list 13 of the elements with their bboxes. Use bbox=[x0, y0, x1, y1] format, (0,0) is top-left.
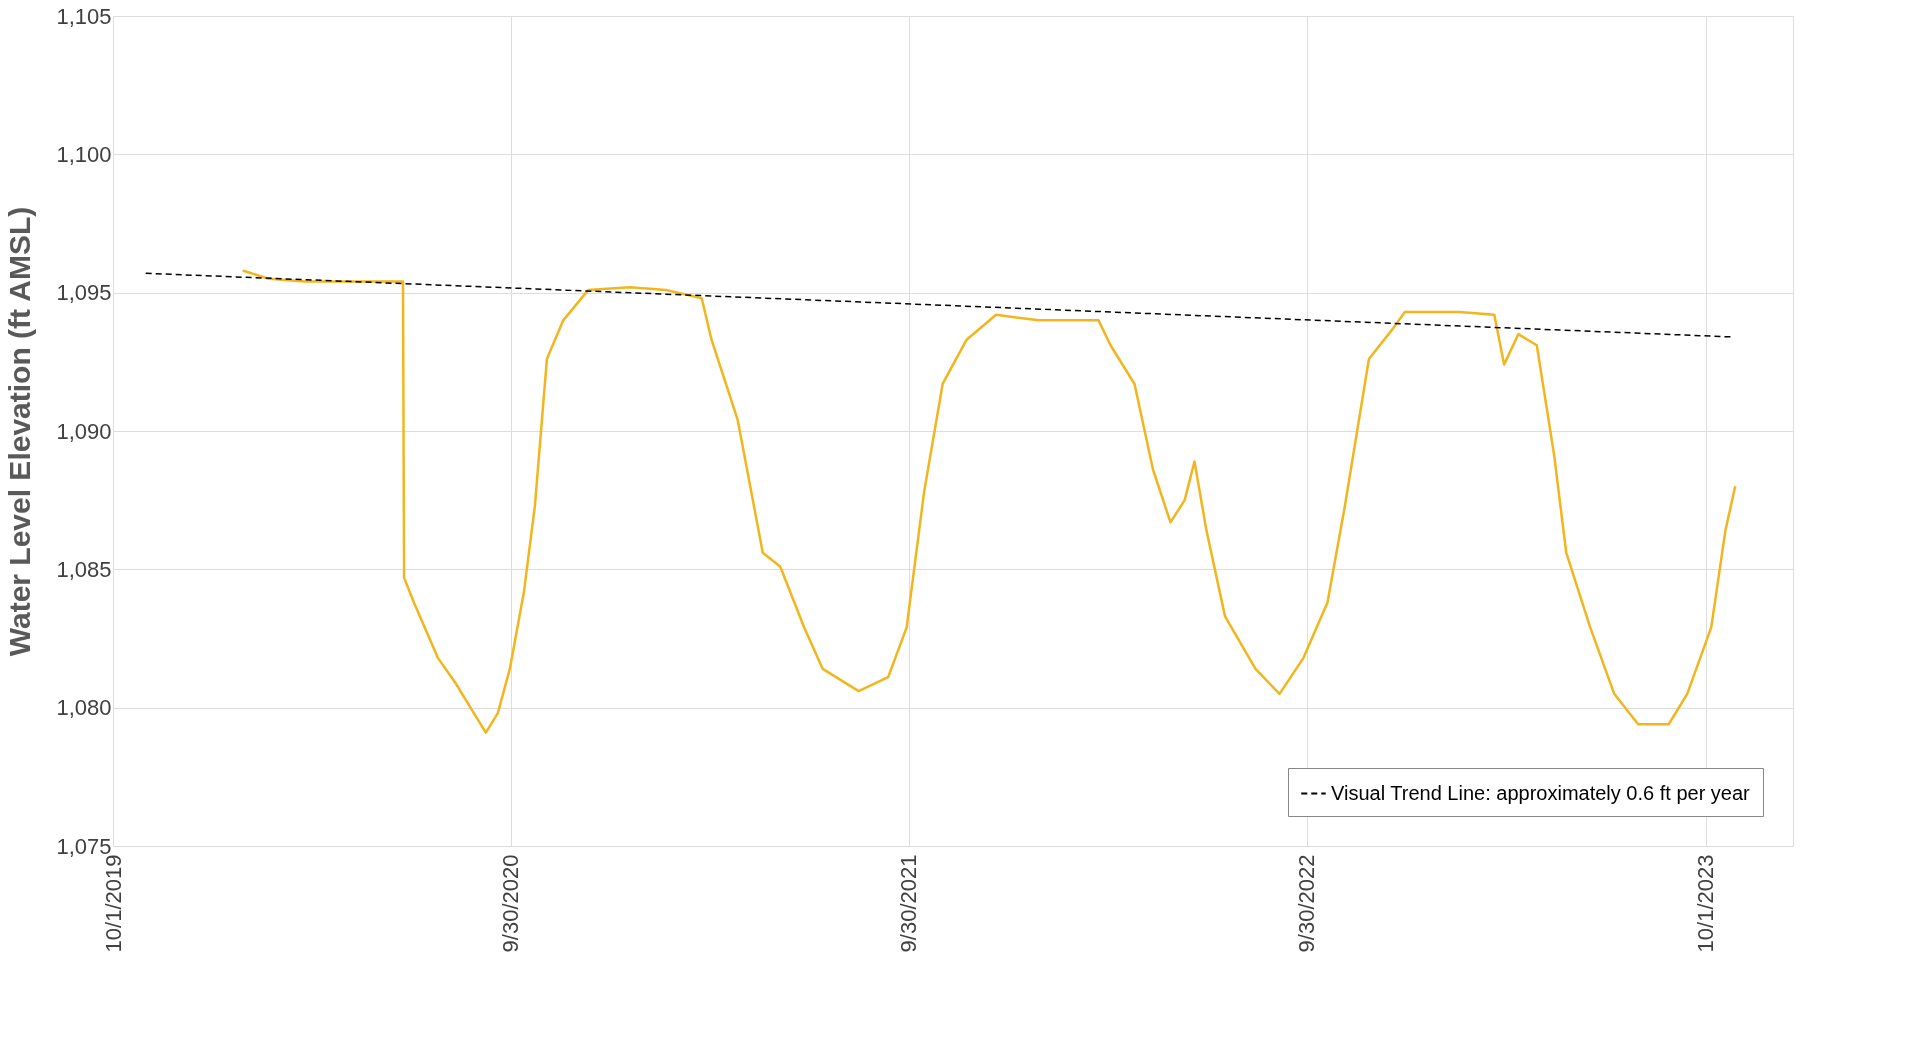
x-tick-label: 10/1/2023 bbox=[1693, 854, 1719, 953]
y-tick-label: 1,090 bbox=[56, 418, 112, 444]
x-tick-label: 9/30/2020 bbox=[498, 854, 524, 953]
y-axis-title: Water Level Elevation (ft AMSL) bbox=[3, 206, 37, 657]
y-tick-label: 1,085 bbox=[56, 556, 112, 582]
legend-label: Visual Trend Line: approximately 0.6 ft per year bbox=[1331, 781, 1751, 804]
y-tick-label: 1,100 bbox=[56, 141, 112, 167]
x-tick-label: 9/30/2021 bbox=[896, 854, 922, 953]
y-tick-label: 1,095 bbox=[56, 280, 112, 306]
line-series bbox=[241, 269, 1737, 734]
x-tick-label: 9/30/2022 bbox=[1294, 854, 1320, 953]
y-tick-label: 1,105 bbox=[56, 3, 112, 29]
y-tick-label: 1,080 bbox=[56, 695, 112, 721]
